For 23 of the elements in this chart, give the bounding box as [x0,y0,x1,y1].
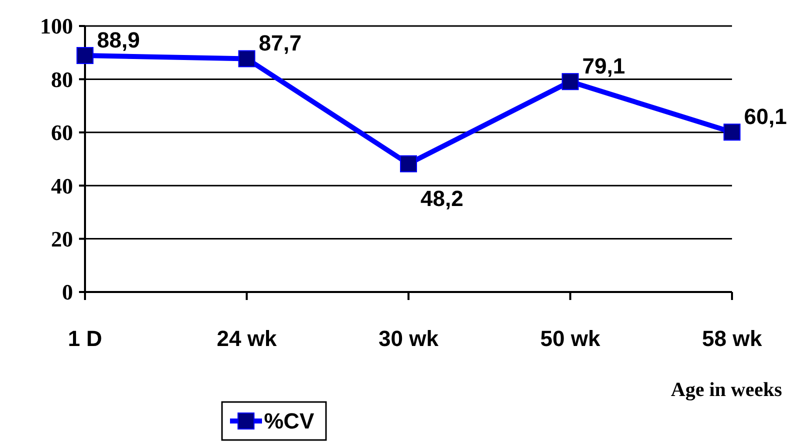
y-tick-label: 60 [51,120,73,146]
x-tick-label: 1 D [68,326,102,351]
legend-label: %CV [264,408,314,434]
data-label: 88,9 [97,28,140,53]
x-tick-label: 24 wk [216,326,278,351]
data-label: 87,7 [258,30,302,56]
y-tick-label: 40 [51,173,73,198]
point [238,50,256,68]
x-tick-label: 50 wk [540,326,601,351]
point [76,47,94,64]
data-label: 60,1 [744,104,787,130]
point [724,124,740,141]
y-tick-label: 100 [40,14,73,39]
y-tick-label: 80 [51,66,73,92]
y-tick-label: 0 [62,280,73,305]
y-tick-label: 20 [51,226,73,252]
data-label: 48,2 [420,186,464,211]
point [400,155,417,172]
x-axis-title: Age in weeks [670,379,782,401]
point [562,73,579,90]
x-tick-label: 30 wk [378,326,440,351]
x-tick-label: 58 wk [702,326,763,351]
data-label: 79,1 [582,54,626,79]
